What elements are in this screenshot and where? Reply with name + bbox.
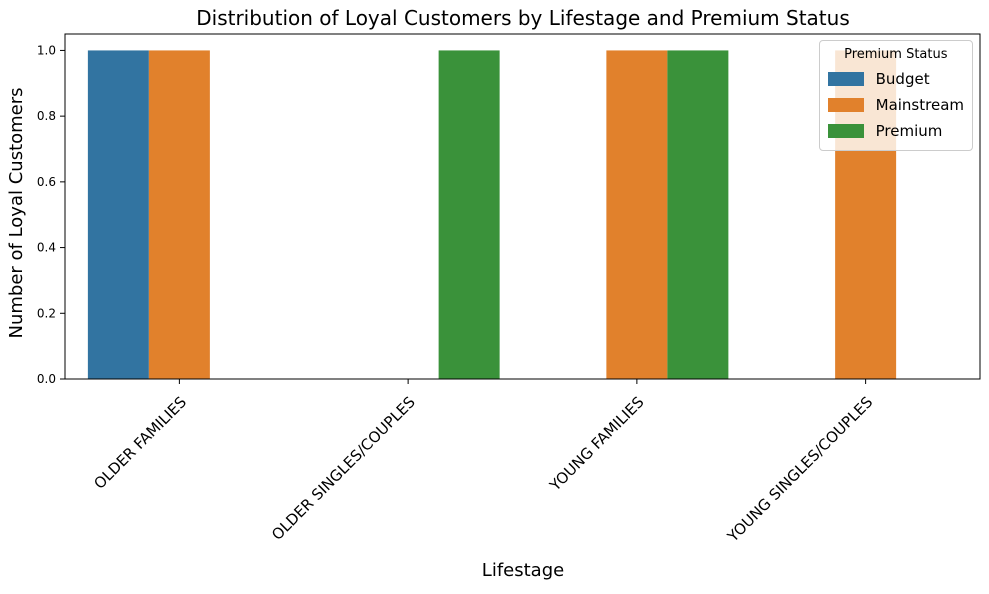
bar-mainstream-2 bbox=[606, 50, 668, 380]
bar-premium-2 bbox=[667, 50, 729, 380]
legend-label-budget: Budget bbox=[875, 70, 930, 88]
x-tick-label-2: YOUNG FAMILIES bbox=[546, 393, 648, 495]
bars-group bbox=[87, 50, 897, 380]
legend-swatch-mainstream bbox=[827, 98, 864, 112]
y-tick-label-5: 1.0 bbox=[37, 43, 56, 57]
x-axis-label: Lifestage bbox=[482, 560, 564, 581]
bar-premium-1 bbox=[438, 50, 500, 380]
y-tick-label-4: 0.8 bbox=[37, 109, 56, 123]
legend-label-premium: Premium bbox=[875, 122, 943, 140]
y-tick-label-1: 0.2 bbox=[37, 306, 56, 320]
legend-swatch-premium bbox=[827, 124, 864, 138]
y-axis-label: Number of Loyal Customers bbox=[6, 87, 27, 338]
legend-title: Premium Status bbox=[844, 47, 948, 62]
legend-swatch-budget bbox=[827, 72, 864, 86]
legend-item-premium: Premium bbox=[827, 118, 964, 144]
plot-frame bbox=[64, 33, 981, 380]
y-tick-label-3: 0.6 bbox=[37, 175, 56, 189]
legend-item-budget: Budget bbox=[827, 66, 964, 92]
legend-label-mainstream: Mainstream bbox=[875, 96, 964, 114]
bar-budget-0 bbox=[87, 50, 149, 380]
y-tick-label-0: 0.0 bbox=[37, 372, 56, 386]
y-tick-label-2: 0.4 bbox=[37, 241, 56, 255]
legend: Premium Status Budget Mainstream Premium bbox=[818, 40, 973, 151]
bar-mainstream-0 bbox=[148, 50, 210, 380]
legend-item-mainstream: Mainstream bbox=[827, 92, 964, 118]
chart-title: Distribution of Loyal Customers by Lifes… bbox=[196, 6, 850, 30]
x-tick-label-3: YOUNG SINGLES/COUPLES bbox=[723, 393, 876, 546]
x-tick-label-0: OLDER FAMILIES bbox=[90, 393, 190, 493]
x-tick-label-1: OLDER SINGLES/COUPLES bbox=[268, 393, 419, 544]
